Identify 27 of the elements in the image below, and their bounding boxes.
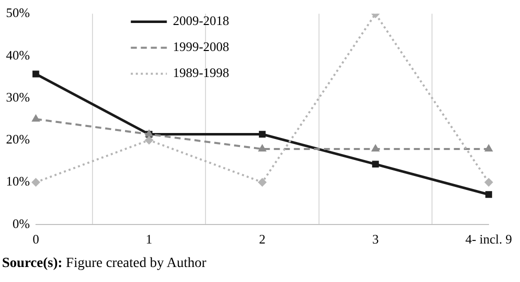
point bbox=[32, 178, 40, 186]
y-tick-label: 30% bbox=[6, 89, 30, 104]
point bbox=[484, 178, 493, 186]
y-tick-label: 20% bbox=[6, 132, 30, 147]
point bbox=[32, 70, 40, 78]
point bbox=[258, 145, 266, 152]
x-tick-label: 0 bbox=[32, 232, 40, 247]
y-tick-label: 50% bbox=[6, 5, 30, 20]
x-tick-label: 2 bbox=[259, 232, 266, 247]
y-tick-label: 0% bbox=[12, 216, 30, 231]
y-tick-label: 40% bbox=[6, 47, 30, 62]
legend-label: 1999-2008 bbox=[172, 39, 230, 54]
x-tick-label: 3 bbox=[372, 232, 379, 247]
point bbox=[258, 130, 266, 138]
y-tick-label: 10% bbox=[6, 174, 30, 189]
point bbox=[32, 115, 40, 122]
point bbox=[372, 160, 379, 168]
point bbox=[485, 145, 492, 152]
point bbox=[145, 136, 154, 144]
x-tick-label: 1 bbox=[146, 232, 152, 247]
x-tick-label: 4- incl. 9 bbox=[465, 232, 512, 247]
point bbox=[372, 145, 380, 152]
legend-label: 2009-2018 bbox=[172, 13, 230, 28]
source-note: Source(s): Figure created by Author bbox=[2, 256, 206, 271]
point bbox=[258, 178, 266, 186]
legend-label: 1989-1998 bbox=[172, 65, 230, 80]
point bbox=[485, 191, 492, 198]
